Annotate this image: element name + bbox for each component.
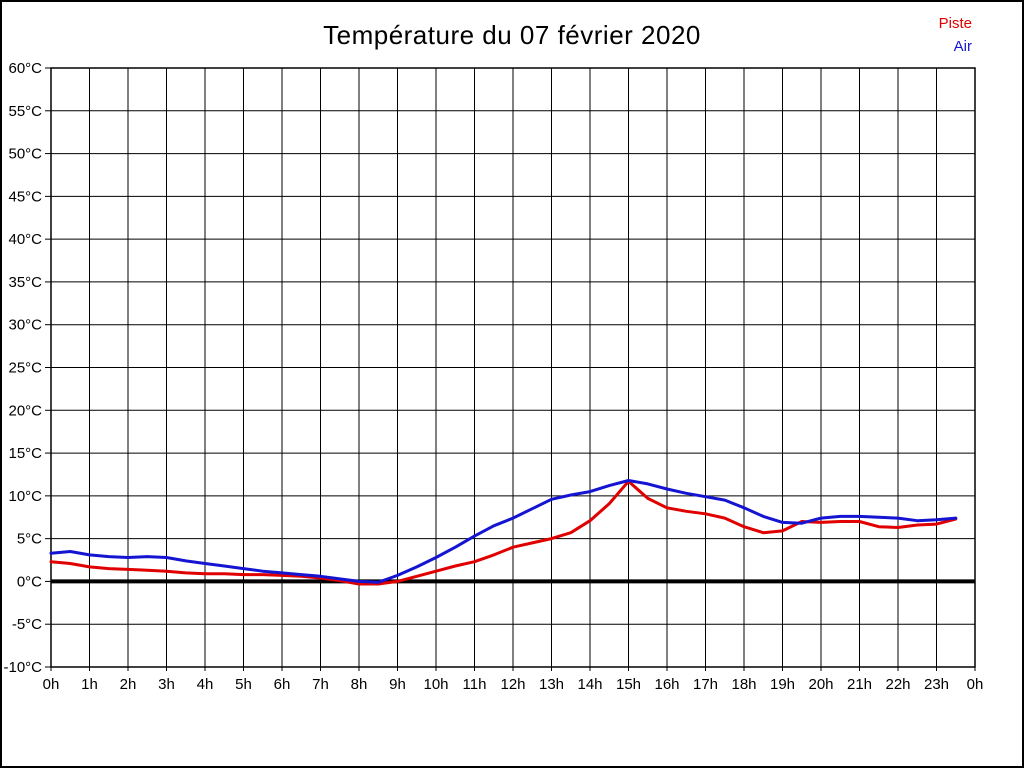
x-tick-label: 2h	[120, 676, 137, 693]
x-tick-label: 0h	[43, 676, 60, 693]
y-tick-label: 20°C	[8, 402, 42, 419]
x-tick-label: 3h	[158, 676, 175, 693]
legend: Piste Air	[939, 12, 972, 58]
piste-line	[49, 479, 958, 586]
x-tick-label: 22h	[885, 676, 910, 693]
x-tick-label: 9h	[389, 676, 406, 693]
x-tick-label: 0h	[967, 676, 984, 693]
x-tick-label: 4h	[197, 676, 214, 693]
y-tick-label: 10°C	[8, 488, 42, 505]
legend-item-air: Air	[953, 38, 972, 55]
y-tick-label: 5°C	[17, 531, 42, 548]
x-tick-label: 18h	[731, 676, 756, 693]
legend-item-piste: Piste	[938, 15, 972, 32]
y-tick-label: 45°C	[8, 188, 42, 205]
x-tick-label: 23h	[924, 676, 949, 693]
x-tick-label: 5h	[235, 676, 252, 693]
x-tick-label: 17h	[693, 676, 718, 693]
y-tick-label: 50°C	[8, 146, 42, 163]
x-tick-label: 7h	[312, 676, 329, 693]
air-line	[49, 479, 958, 584]
x-tick-label: 8h	[351, 676, 368, 693]
x-tick-label: 12h	[500, 676, 525, 693]
x-tick-label: 14h	[577, 676, 602, 693]
y-tick-label: 35°C	[8, 274, 42, 291]
x-tick-label: 15h	[616, 676, 641, 693]
y-tick-label: -10°C	[3, 659, 42, 676]
x-tick-label: 16h	[654, 676, 679, 693]
y-tick-label: 25°C	[8, 360, 42, 377]
y-tick-label: 40°C	[8, 231, 42, 248]
x-tick-label: 21h	[847, 676, 872, 693]
y-tick-label: 0°C	[17, 573, 42, 590]
y-tick-label: 15°C	[8, 445, 42, 462]
y-tick-label: 30°C	[8, 317, 42, 334]
x-tick-label: 20h	[808, 676, 833, 693]
chart-title: Température du 07 février 2020	[323, 20, 701, 50]
y-tick-label: -5°C	[12, 616, 42, 633]
y-tick-label: 55°C	[8, 103, 42, 120]
x-tick-label: 19h	[770, 676, 795, 693]
x-tick-label: 11h	[463, 676, 487, 693]
y-tick-label: 60°C	[8, 60, 42, 77]
x-tick-label: 10h	[423, 676, 448, 693]
x-tick-label: 6h	[274, 676, 291, 693]
x-tick-label: 13h	[539, 676, 564, 693]
x-tick-label: 1h	[81, 676, 98, 693]
